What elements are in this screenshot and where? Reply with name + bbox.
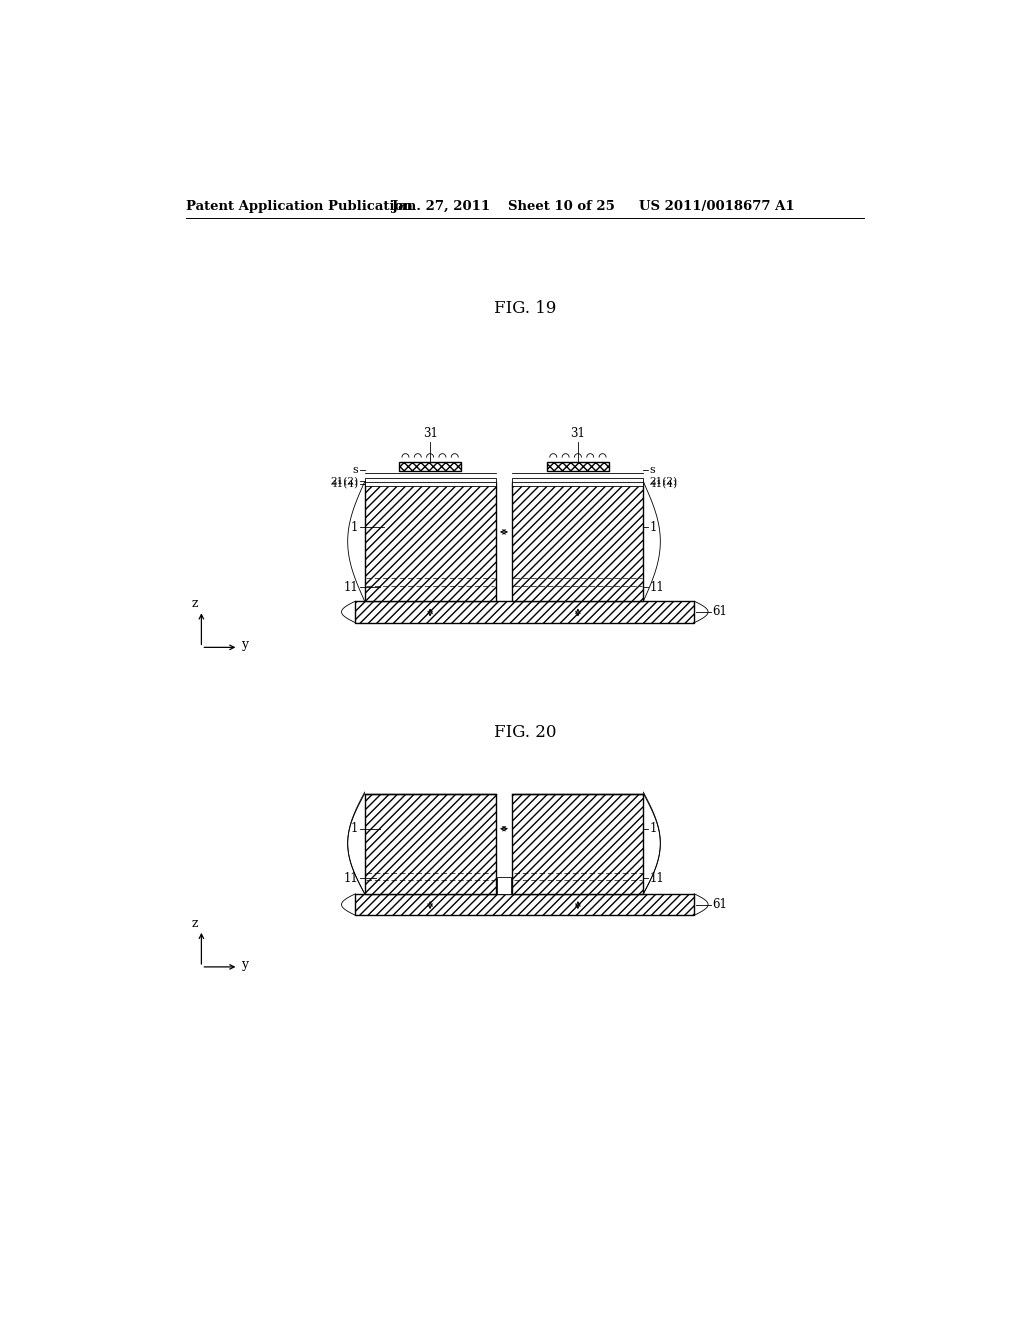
- Text: 31: 31: [570, 428, 586, 441]
- Text: s: s: [352, 465, 358, 475]
- Bar: [512, 478, 643, 483]
- Text: 1: 1: [649, 822, 657, 836]
- Bar: [355, 601, 694, 623]
- Text: 11: 11: [344, 581, 358, 594]
- Text: z: z: [191, 917, 199, 929]
- Bar: [547, 462, 608, 471]
- Text: 21(2): 21(2): [649, 477, 678, 486]
- Bar: [547, 462, 608, 471]
- Bar: [512, 482, 643, 601]
- Text: s: s: [649, 465, 655, 475]
- Bar: [512, 482, 643, 486]
- Bar: [365, 793, 496, 894]
- Bar: [365, 482, 496, 601]
- Text: 11: 11: [344, 871, 358, 884]
- Text: 11: 11: [649, 871, 665, 884]
- Text: FIG. 19: FIG. 19: [494, 300, 556, 317]
- Bar: [355, 894, 694, 915]
- Text: 1: 1: [351, 822, 358, 836]
- Bar: [365, 482, 496, 486]
- Text: 61: 61: [713, 898, 728, 911]
- Bar: [355, 601, 694, 623]
- Bar: [399, 462, 461, 471]
- Text: Patent Application Publication: Patent Application Publication: [186, 199, 413, 213]
- Bar: [399, 462, 461, 471]
- Text: 41(4): 41(4): [649, 479, 678, 488]
- Text: 1: 1: [649, 520, 657, 533]
- Text: 61: 61: [713, 606, 728, 619]
- Bar: [512, 482, 643, 601]
- Text: FIG. 20: FIG. 20: [494, 723, 556, 741]
- Bar: [512, 793, 643, 894]
- Bar: [512, 793, 643, 894]
- Text: 21(2): 21(2): [331, 477, 358, 486]
- Text: 11: 11: [649, 581, 665, 594]
- Bar: [497, 876, 511, 894]
- Text: z: z: [191, 598, 199, 610]
- Text: 1: 1: [351, 520, 358, 533]
- Text: 31: 31: [423, 428, 437, 441]
- Text: 41(4): 41(4): [331, 479, 358, 488]
- Bar: [365, 478, 496, 483]
- Bar: [365, 793, 496, 894]
- Bar: [365, 482, 496, 601]
- Text: Jan. 27, 2011: Jan. 27, 2011: [392, 199, 490, 213]
- Text: US 2011/0018677 A1: US 2011/0018677 A1: [639, 199, 795, 213]
- Text: Sheet 10 of 25: Sheet 10 of 25: [508, 199, 614, 213]
- Text: y: y: [242, 958, 249, 970]
- Text: y: y: [242, 638, 249, 651]
- Bar: [355, 894, 694, 915]
